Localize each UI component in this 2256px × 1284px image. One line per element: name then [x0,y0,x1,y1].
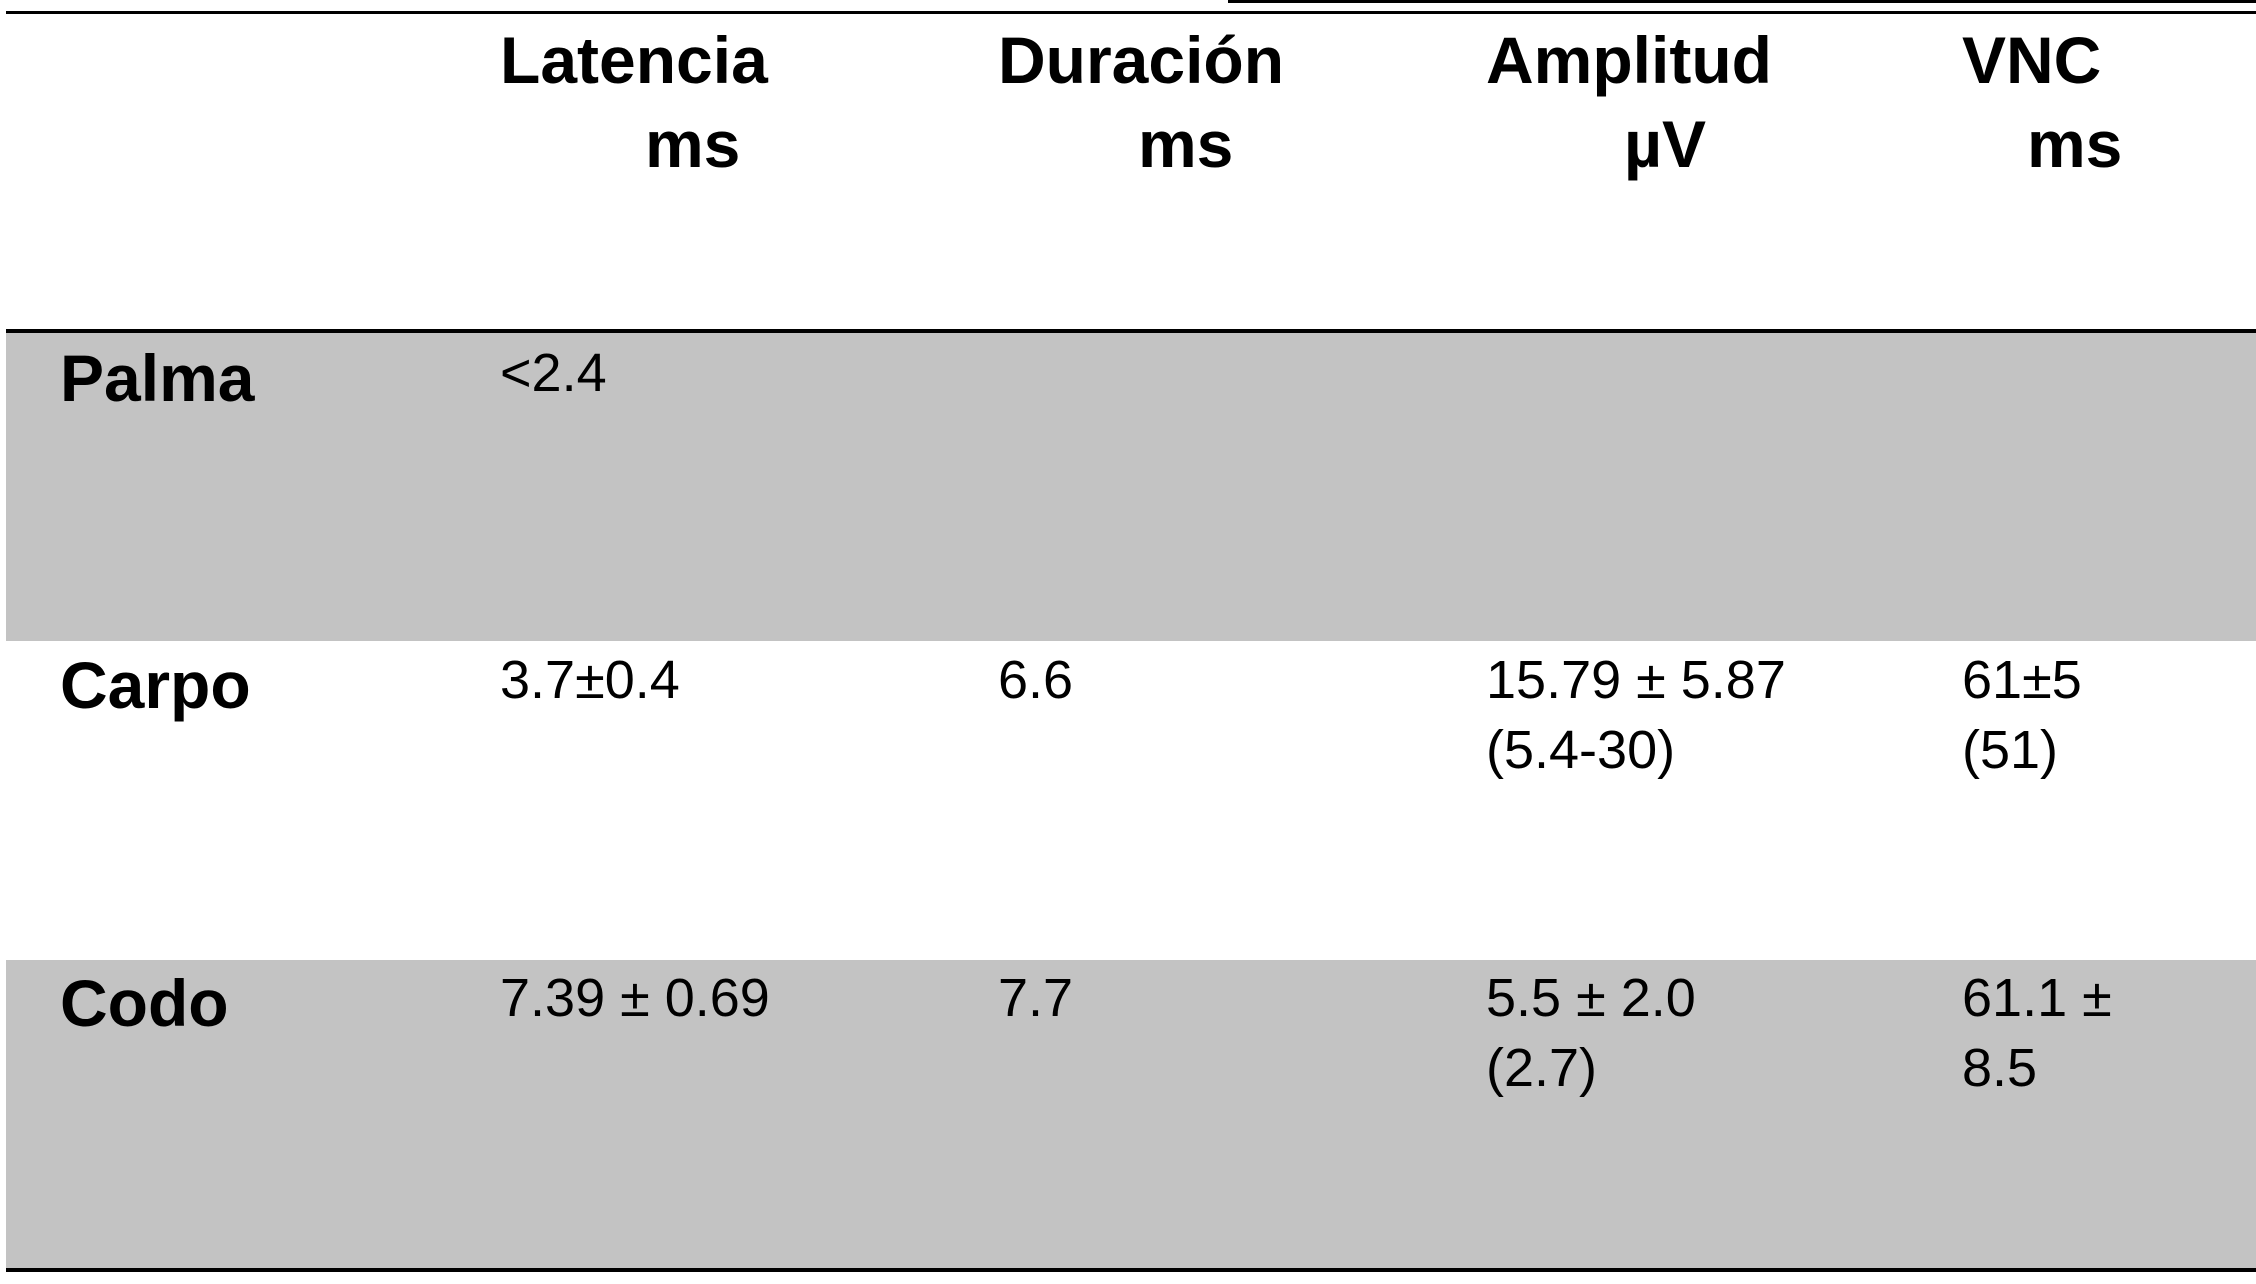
header-rule [6,329,2256,333]
cell-codo-duracion: 7.7 [998,968,1074,1028]
cell-palma-latencia: <2.4 [500,343,607,403]
cell-carpo-vnc: 61±5 (51) [1962,650,2082,780]
row-label-palma: Palma [60,341,255,415]
column-header-unit: ms [645,107,741,181]
top-rule [6,11,2256,14]
column-header-unit: ms [2027,107,2123,181]
column-header-duracion: Duración ms [998,18,1338,186]
cell-codo-latencia: 7.39 ± 0.69 [500,968,770,1028]
column-header-vnc: VNC ms [1962,18,2242,186]
top-rule-short [1228,0,2256,3]
cell-carpo-amplitud: 15.79 ± 5.87 (5.4-30) [1486,650,1786,780]
column-header-label: Latencia [500,23,768,97]
cell-carpo-duracion: 6.6 [998,650,1074,710]
column-header-label: Duración [998,23,1285,97]
bottom-rule [6,1268,2256,1272]
cell-carpo-latencia: 3.7±0.4 [500,650,680,710]
row-band-palma [6,333,2256,641]
column-header-label: Amplitud [1486,23,1772,97]
cell-codo-vnc: 61.1 ± 8.5 [1962,968,2112,1098]
column-header-unit: ms [1138,107,1234,181]
row-band-codo [6,960,2256,1268]
row-label-carpo: Carpo [60,648,251,722]
column-header-unit: µV [1624,107,1707,181]
column-header-amplitud: Amplitud µV [1486,18,1826,186]
column-header-latencia: Latencia ms [500,18,820,186]
row-label-codo: Codo [60,966,229,1040]
column-header-label: VNC [1962,23,2102,97]
cell-codo-amplitud: 5.5 ± 2.0 (2.7) [1486,968,1696,1098]
